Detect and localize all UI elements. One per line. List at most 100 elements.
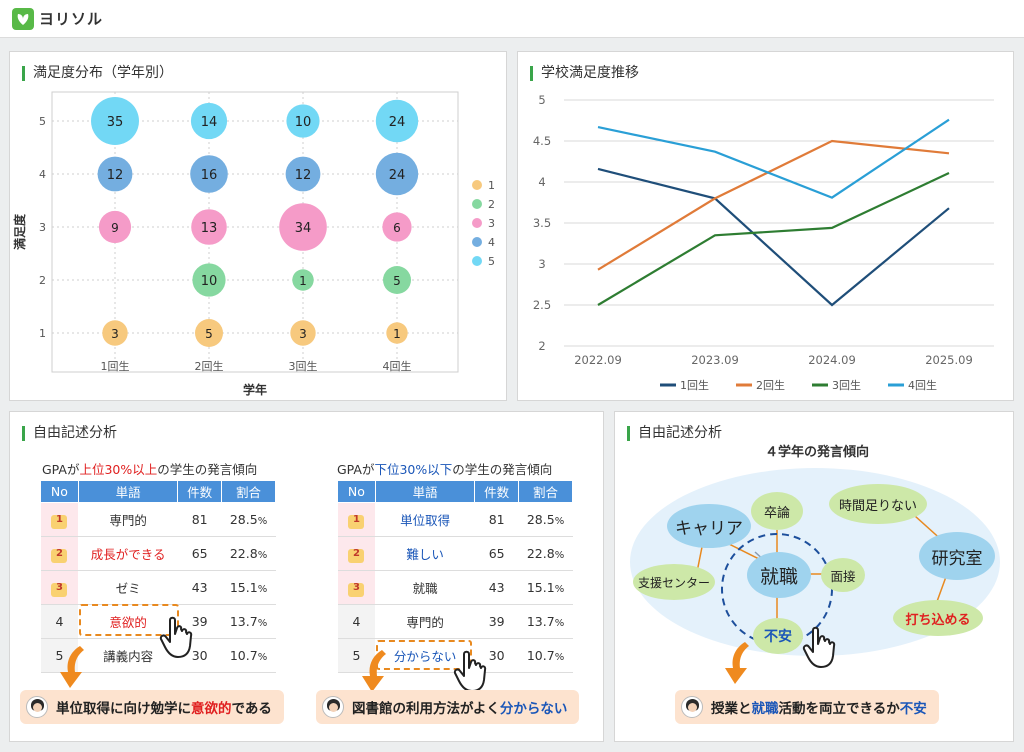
bubble-label: 35 xyxy=(107,115,124,130)
bubble-point[interactable] xyxy=(286,104,320,138)
bubble-point[interactable] xyxy=(192,263,226,297)
node-fuan[interactable]: 不安 xyxy=(753,618,803,654)
col-count: 件数 xyxy=(177,480,223,503)
node-career[interactable]: キャリア xyxy=(667,504,751,548)
satisfaction-distribution-card: 満足度分布（学年別） 1 2 3 4 5 1回生 2回生 3回生 4回生 学年 満足度 35 14 10 2… xyxy=(9,51,507,401)
table-row[interactable]: 3 ゼミ 43 15.1% xyxy=(40,570,276,605)
bubble-label: 12 xyxy=(107,168,124,183)
word-network-card: 自由記述分析 ４学年の発言傾向 キャリア 卒論 支援センター 就職 面接 不安 … xyxy=(614,411,1014,742)
node-shushoku[interactable]: 就職 xyxy=(747,552,811,598)
satisfaction-trend-card: 学校満足度推移 2 2.5 3 3.5 4 4.5 5 2022.09 2023.09 2024.… xyxy=(517,51,1014,401)
bubble-label: 5 xyxy=(205,327,213,341)
bubble-point[interactable] xyxy=(190,155,228,193)
table-row[interactable]: 4 意欲的 39 13.7% xyxy=(40,604,276,639)
bubble-label: 24 xyxy=(389,168,406,183)
bubble-point[interactable] xyxy=(195,319,223,347)
bubble-point[interactable] xyxy=(292,269,314,291)
table-row[interactable]: 4 専門的 39 13.7% xyxy=(337,604,573,639)
bubble-point[interactable] xyxy=(386,322,408,344)
leaf-logo-icon xyxy=(12,7,34,30)
series-line[interactable] xyxy=(597,139,950,271)
node-uchikomeru[interactable]: 打ち込める xyxy=(893,600,983,636)
y-tick-label: 2 xyxy=(39,274,46,287)
table-row[interactable]: 3 就職 43 15.1% xyxy=(337,570,573,605)
y-tick-label: 2 xyxy=(538,339,545,353)
y-tick-label: 3 xyxy=(538,257,545,271)
bubble-point[interactable] xyxy=(285,156,321,192)
pointer-hand-icon xyxy=(802,626,836,668)
top-gpa-heading: GPAが上位30%以上の学生の発言傾向 xyxy=(42,462,258,477)
free-text-tables-card: 自由記述分析 GPAが上位30%以上の学生の発言傾向 No 単語 件数 割合 1… xyxy=(9,411,604,742)
table-row[interactable]: 1 単位取得 81 28.5% xyxy=(337,502,573,537)
table-row[interactable]: 5 分からない 30 10.7% xyxy=(337,638,573,673)
bubble-point[interactable] xyxy=(382,212,412,242)
bubble-point[interactable] xyxy=(98,210,132,244)
bubble-label: 5 xyxy=(393,274,401,288)
bubble-point[interactable] xyxy=(383,266,411,294)
bubble-label: 3 xyxy=(111,327,119,341)
bubble-label: 9 xyxy=(111,221,119,235)
pointer-hand-icon xyxy=(453,650,487,692)
bubble-label: 3 xyxy=(299,327,307,341)
col-pct: 割合 xyxy=(518,480,573,503)
col-word: 単語 xyxy=(77,480,179,503)
down-arrow-icon xyxy=(725,642,749,684)
x-tick-label: 2022.09 xyxy=(574,353,622,367)
network-subtitle: ４学年の発言傾向 xyxy=(765,445,870,460)
legend-label: 2回生 xyxy=(756,378,785,392)
node-kenkyu[interactable]: 研究室 xyxy=(919,532,995,580)
top-gpa-table: No 単語 件数 割合 1 専門的 81 28.5% 2 成長ができる 65 2… xyxy=(40,480,276,673)
bubble-point[interactable] xyxy=(375,152,419,196)
node-mensetsu[interactable]: 面接 xyxy=(821,558,865,592)
x-tick-label: 2回生 xyxy=(195,359,224,373)
bubble-point[interactable] xyxy=(191,209,227,245)
bottom-gpa-table: No 単語 件数 割合 1 単位取得 81 28.5% 2 難しい 65 22.… xyxy=(337,480,573,673)
legend-label: 3 xyxy=(488,217,495,230)
y-tick-label: 1 xyxy=(39,327,46,340)
legend-label: 1回生 xyxy=(680,378,709,392)
legend-marker xyxy=(472,256,482,266)
bubble-label: 6 xyxy=(393,221,401,235)
table-row[interactable]: 2 成長ができる 65 22.8% xyxy=(40,536,276,571)
plot-frame xyxy=(51,91,459,373)
down-arrow-icon xyxy=(362,650,386,692)
bubble-point[interactable] xyxy=(375,99,419,143)
bubble-point[interactable] xyxy=(190,102,228,140)
avatar xyxy=(681,696,703,718)
col-count: 件数 xyxy=(474,480,520,503)
legend-marker xyxy=(472,199,482,209)
crown-icon: 1 xyxy=(50,514,68,530)
series-line[interactable] xyxy=(597,167,950,307)
y-tick-label: 2.5 xyxy=(533,298,551,312)
x-axis-label: 学年 xyxy=(243,382,267,397)
node-jikan[interactable]: 時間足りない xyxy=(829,484,927,524)
bubble-label: 13 xyxy=(201,221,218,236)
bubble-point[interactable] xyxy=(97,156,133,192)
legend-label: 3回生 xyxy=(832,378,861,392)
legend-label: 2 xyxy=(488,198,495,211)
table-row[interactable]: 1 専門的 81 28.5% xyxy=(40,502,276,537)
y-axis-label: 満足度 xyxy=(12,213,27,250)
node-sotsuron[interactable]: 卒論 xyxy=(751,492,803,530)
col-word: 単語 xyxy=(374,480,476,503)
node-shien[interactable]: 支援センター xyxy=(633,564,715,600)
legend-label: 5 xyxy=(488,255,495,268)
bottom-gpa-quote: 図書館の利用方法がよく 分からない xyxy=(316,690,580,724)
series-line[interactable] xyxy=(597,172,950,306)
network-quote: 授業と 就職 活動を両立できるか 不安 xyxy=(675,690,939,724)
bubble-label: 1 xyxy=(299,274,307,288)
series-line[interactable] xyxy=(597,118,950,199)
x-tick-label: 2023.09 xyxy=(691,353,739,367)
card-title: 学校満足度推移 xyxy=(530,66,639,81)
bubble-point[interactable] xyxy=(279,203,327,251)
bubble-label: 34 xyxy=(295,221,312,236)
x-tick-label: 1回生 xyxy=(101,359,130,373)
card-title: 自由記述分析 xyxy=(22,426,117,441)
bubble-point[interactable] xyxy=(102,320,128,346)
top-bar: ヨリソル xyxy=(0,0,1024,38)
col-pct: 割合 xyxy=(221,480,276,503)
bubble-point[interactable] xyxy=(91,97,139,145)
bubble-point[interactable] xyxy=(290,320,316,346)
table-row[interactable]: 2 難しい 65 22.8% xyxy=(337,536,573,571)
bubble-label: 16 xyxy=(201,168,218,183)
